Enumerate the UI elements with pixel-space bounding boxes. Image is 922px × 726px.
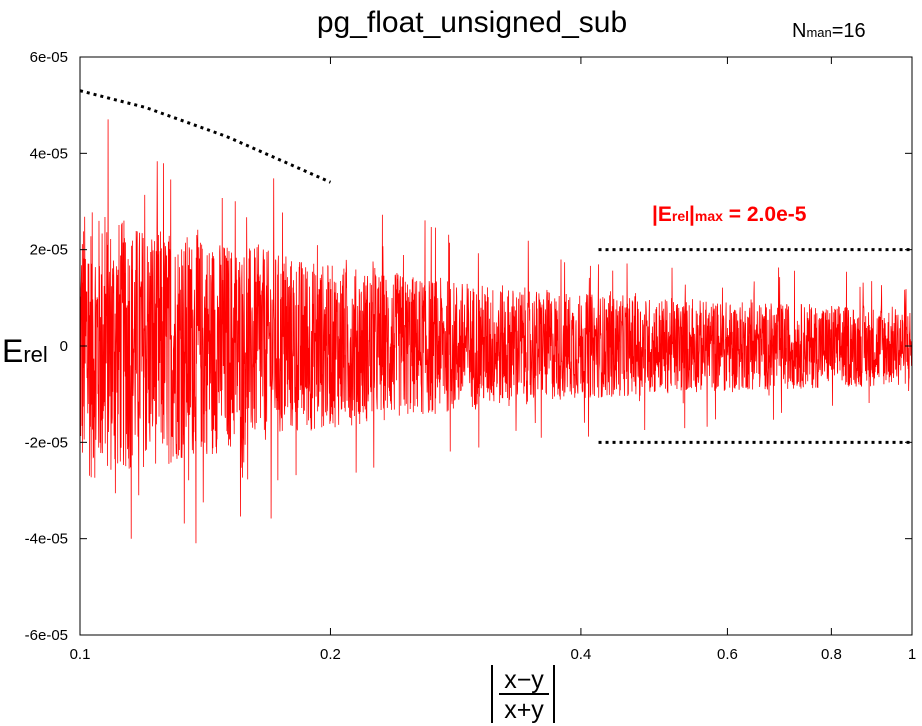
max-error-annotation: |Erel|max = 2.0e-5 [652, 203, 807, 226]
annotation-prefix: |E [652, 203, 672, 226]
y-tick-label: -6e-05 [25, 627, 68, 644]
y-tick-label: 4e-05 [30, 145, 68, 162]
x-tick-label: 0.8 [821, 646, 842, 663]
annotation-sub-max: max [695, 208, 723, 224]
reference-lines [79, 89, 912, 444]
y-tick-label: 6e-05 [30, 49, 68, 66]
x-label-numerator: x−y [504, 666, 544, 694]
y-axis-label-sub: rel [23, 342, 47, 367]
corner-label-sub: man [806, 25, 831, 40]
annotation-suffix: = 2.0e-5 [723, 203, 807, 226]
x-axis-label: x−y x+y [491, 665, 555, 724]
x-label-denominator: x+y [504, 696, 544, 724]
x-tick-label: 0.4 [570, 646, 591, 663]
annotation-mid: | [689, 203, 695, 226]
corner-label-suffix: =16 [832, 20, 866, 42]
corner-label: Nman=16 [792, 20, 866, 42]
error-series-line [79, 119, 913, 544]
annotation-sub-rel: rel [672, 208, 689, 224]
axis-ticks: 0.1 0.2 0.4 0.6 0.8 1 6e-05 4e-05 2e-05 0 -2e-05 -4… [25, 49, 917, 663]
x-tick-label: 0.1 [70, 646, 91, 663]
y-tick-label: -4e-05 [25, 531, 68, 548]
y-tick-label: 2e-05 [30, 242, 68, 259]
y-axis-label-main: E [2, 333, 23, 369]
y-tick-label: -2e-05 [25, 434, 68, 451]
y-axis-label: Erel [2, 333, 48, 369]
x-tick-label: 0.6 [717, 646, 738, 663]
y-tick-label: 0 [60, 338, 68, 355]
x-tick-label: 1 [908, 646, 916, 663]
reference-line [79, 89, 332, 184]
corner-label-main: N [792, 20, 806, 42]
chart-title: pg_float_unsigned_sub [317, 6, 627, 39]
series-layer [79, 119, 913, 544]
x-tick-label: 0.2 [320, 646, 341, 663]
